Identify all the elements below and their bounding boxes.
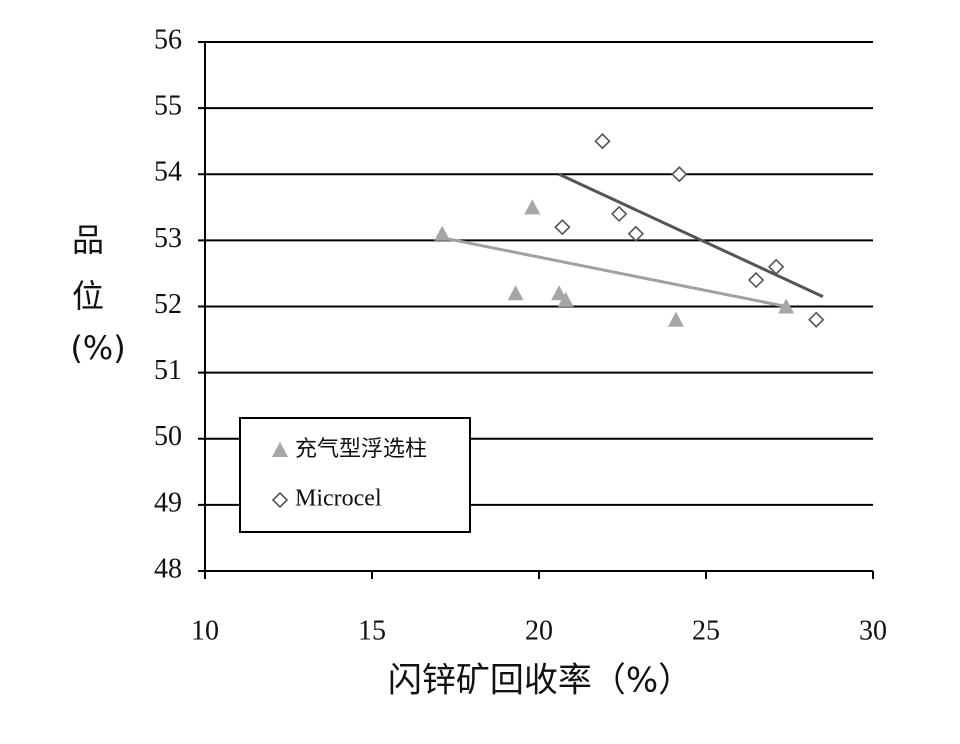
x-tick-label: 10 bbox=[191, 615, 219, 646]
data-point bbox=[557, 291, 574, 307]
y-axis-label: 品 bbox=[72, 221, 104, 259]
legend-marker bbox=[271, 491, 289, 509]
x-tick-label: 20 bbox=[525, 615, 553, 646]
data-point bbox=[507, 285, 524, 301]
y-tick-label: 50 bbox=[154, 421, 182, 452]
legend-label: 充气型浮选柱 bbox=[295, 437, 427, 462]
data-point bbox=[594, 133, 611, 150]
y-tick-label: 48 bbox=[154, 553, 182, 584]
y-tick-label: 54 bbox=[154, 157, 182, 188]
y-tick-label: 52 bbox=[154, 289, 182, 320]
y-tick-label: 51 bbox=[154, 355, 182, 386]
data-point bbox=[434, 225, 451, 241]
legend-box bbox=[239, 417, 471, 533]
data-point bbox=[551, 285, 568, 301]
y-tick-label: 56 bbox=[154, 24, 182, 55]
trend-line bbox=[558, 172, 824, 298]
trend-line bbox=[438, 235, 787, 308]
x-tick-label: 15 bbox=[358, 615, 386, 646]
legend-marker bbox=[272, 442, 288, 457]
data-point bbox=[627, 225, 644, 242]
data-point bbox=[611, 205, 628, 223]
data-point bbox=[768, 258, 785, 275]
x-axis-label: 闪锌矿回收率（%） bbox=[388, 661, 692, 701]
y-axis-label: (%) bbox=[70, 329, 125, 367]
legend-label: Microcel bbox=[295, 486, 382, 512]
data-point bbox=[554, 219, 571, 236]
y-axis-label: 位 bbox=[72, 277, 104, 315]
data-point bbox=[667, 311, 684, 327]
data-point bbox=[524, 199, 541, 215]
data-point bbox=[808, 311, 825, 328]
y-tick-label: 49 bbox=[154, 487, 182, 518]
data-point bbox=[671, 166, 688, 183]
x-tick-label: 25 bbox=[692, 615, 720, 646]
y-tick-label: 53 bbox=[154, 223, 182, 254]
data-point bbox=[747, 271, 765, 289]
x-tick-label: 30 bbox=[859, 615, 887, 646]
y-tick-label: 55 bbox=[154, 91, 182, 122]
data-point bbox=[778, 298, 795, 314]
